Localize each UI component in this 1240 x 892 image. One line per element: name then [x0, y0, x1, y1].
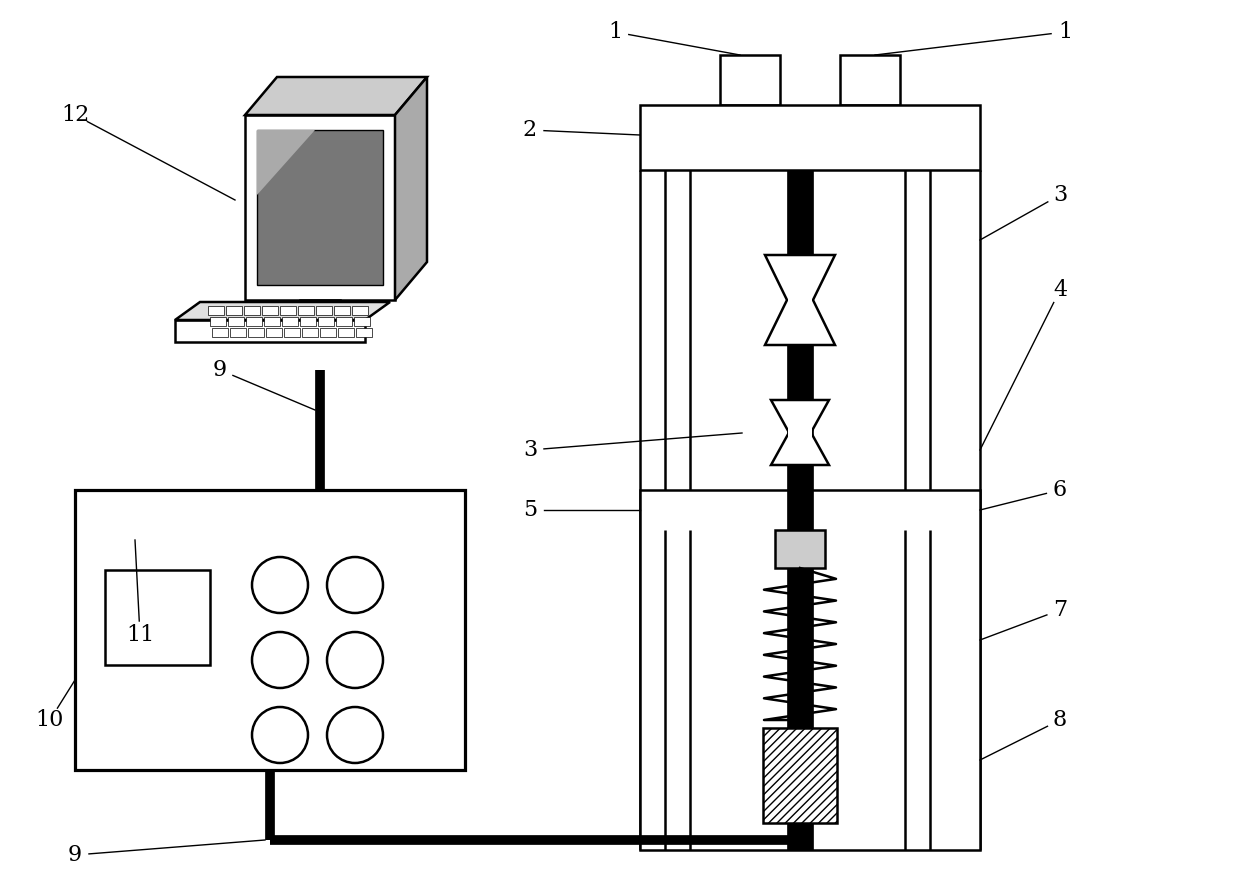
Text: 10: 10: [36, 709, 64, 731]
Bar: [262, 306, 278, 315]
Polygon shape: [246, 77, 427, 115]
Text: 11: 11: [126, 624, 154, 646]
Polygon shape: [396, 77, 427, 300]
Bar: [212, 328, 228, 337]
Bar: [303, 328, 317, 337]
Text: 4: 4: [1053, 279, 1068, 301]
Bar: [74, 490, 465, 770]
Polygon shape: [765, 255, 835, 345]
Bar: [775, 530, 825, 568]
Bar: [317, 317, 334, 326]
Circle shape: [252, 707, 308, 763]
Bar: [339, 328, 353, 337]
Bar: [787, 257, 812, 343]
Bar: [336, 317, 352, 326]
Circle shape: [252, 557, 308, 613]
Bar: [640, 490, 980, 850]
Text: 9: 9: [68, 844, 82, 866]
Bar: [298, 306, 314, 315]
Bar: [228, 317, 244, 326]
Text: 1: 1: [608, 21, 622, 43]
Bar: [334, 306, 350, 315]
Bar: [787, 170, 813, 850]
Bar: [353, 317, 370, 326]
Bar: [640, 105, 980, 170]
Circle shape: [252, 632, 308, 688]
Bar: [720, 55, 780, 105]
Bar: [226, 306, 242, 315]
Bar: [300, 300, 340, 318]
Bar: [285, 318, 355, 330]
Bar: [248, 328, 264, 337]
Text: 12: 12: [61, 104, 89, 126]
Bar: [320, 328, 336, 337]
Text: 3: 3: [1053, 184, 1068, 206]
Bar: [246, 317, 262, 326]
Text: 6: 6: [1053, 479, 1068, 501]
Text: 3: 3: [523, 439, 537, 461]
Bar: [356, 328, 372, 337]
Circle shape: [327, 707, 383, 763]
Bar: [839, 55, 900, 105]
Bar: [208, 306, 224, 315]
Bar: [281, 317, 298, 326]
Text: 9: 9: [213, 359, 227, 381]
Circle shape: [327, 632, 383, 688]
Polygon shape: [175, 302, 391, 320]
Polygon shape: [257, 130, 315, 195]
Text: 1: 1: [1058, 21, 1073, 43]
Bar: [300, 317, 316, 326]
Text: 8: 8: [1053, 709, 1068, 731]
Text: 2: 2: [523, 119, 537, 141]
Bar: [246, 115, 396, 300]
Polygon shape: [771, 400, 830, 465]
Bar: [284, 328, 300, 337]
Polygon shape: [175, 320, 365, 342]
Bar: [264, 317, 280, 326]
Text: 5: 5: [523, 499, 537, 521]
Bar: [105, 570, 210, 665]
Bar: [352, 306, 368, 315]
Bar: [210, 317, 226, 326]
Bar: [229, 328, 246, 337]
Bar: [316, 306, 332, 315]
Bar: [280, 306, 296, 315]
Bar: [763, 728, 837, 823]
Circle shape: [327, 557, 383, 613]
Bar: [257, 130, 383, 285]
Bar: [244, 306, 260, 315]
Bar: [787, 402, 812, 463]
Text: 7: 7: [1053, 599, 1068, 621]
Bar: [267, 328, 281, 337]
